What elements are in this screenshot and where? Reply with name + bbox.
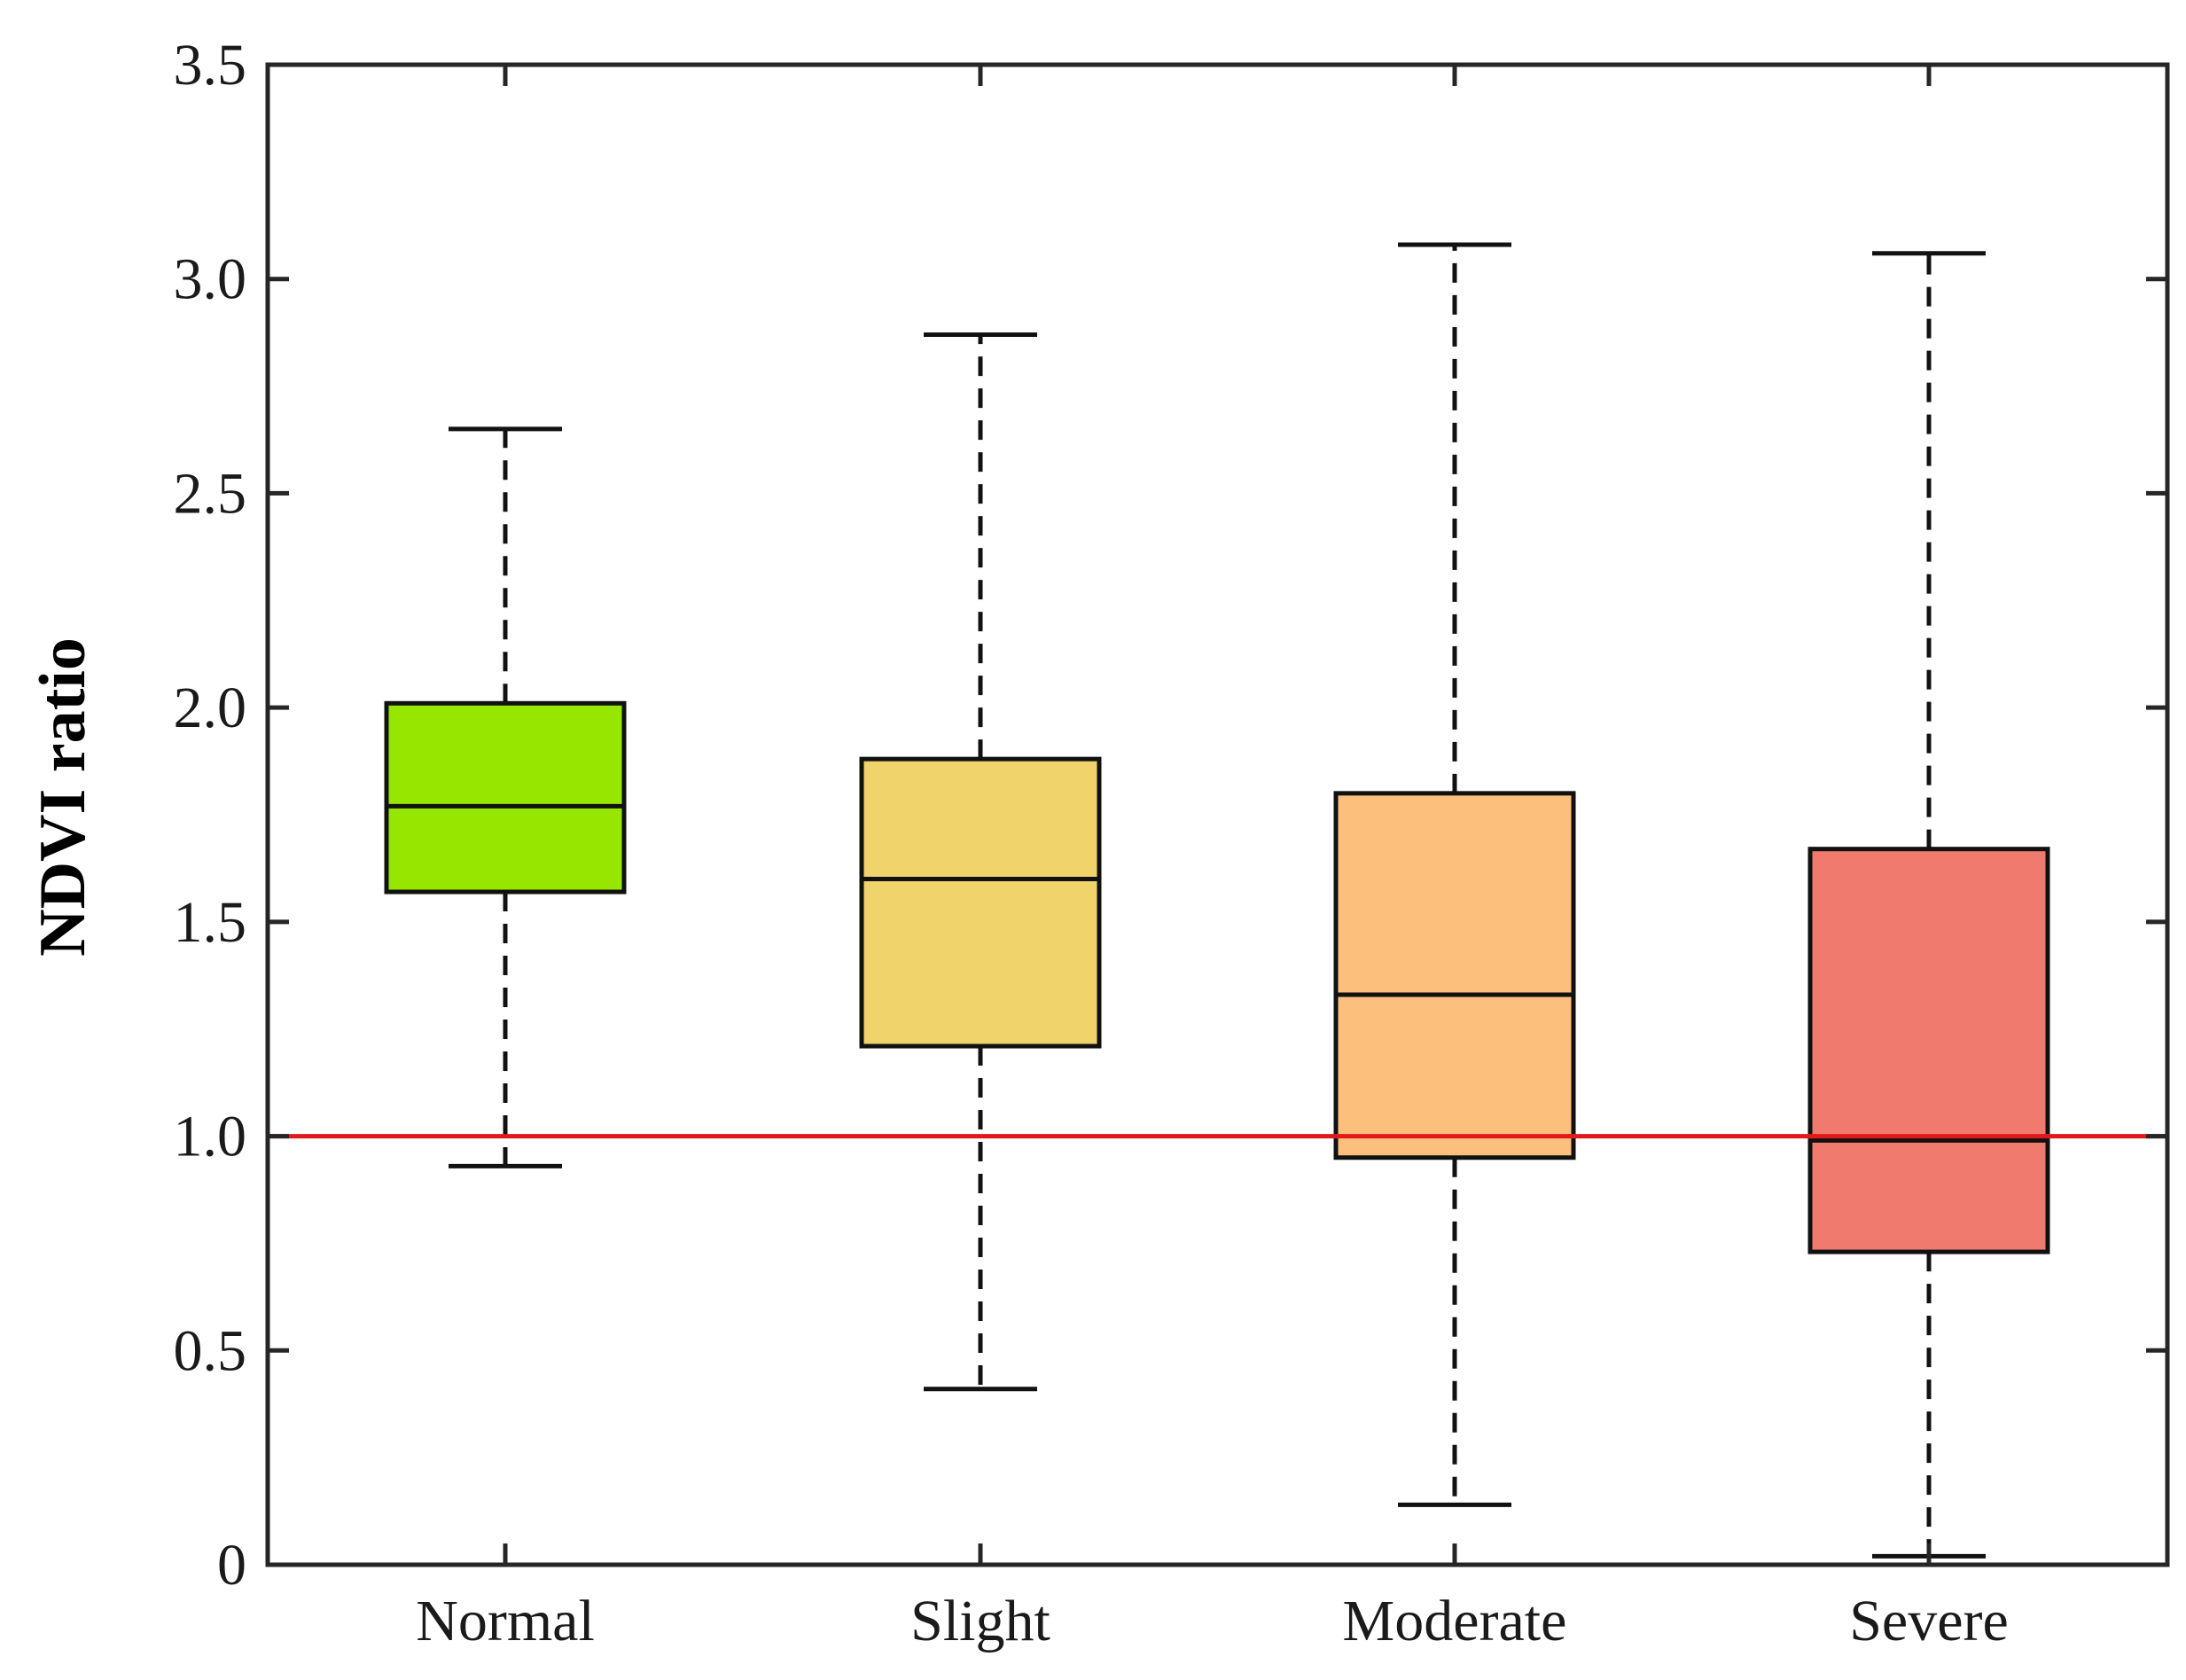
x-tick-label: Slight — [910, 1589, 1050, 1653]
plot-area — [268, 242, 2167, 1559]
y-tick-label: 3.5 — [174, 33, 247, 98]
box-normal — [384, 426, 627, 1168]
y-tick-label: 0 — [217, 1533, 246, 1598]
x-tick-label: Normal — [416, 1589, 595, 1653]
iqr-box — [1807, 847, 2050, 1254]
box-moderate — [1333, 242, 1576, 1507]
axis-ticks: 0 0.5 1.0 1.5 2.0 2.5 3.0 3.5 Normal Slight Modera… — [174, 33, 2167, 1653]
box-slight — [859, 332, 1102, 1392]
y-tick-label: 2.0 — [174, 676, 247, 740]
x-tick-label: Severe — [1849, 1589, 2009, 1653]
iqr-box — [859, 756, 1102, 1049]
y-tick-label: 1.5 — [174, 890, 247, 955]
y-tick-label: 1.0 — [174, 1105, 247, 1169]
y-axis-label: NDVI ratio — [27, 637, 99, 957]
iqr-box — [384, 700, 627, 895]
y-tick-label: 3.0 — [174, 247, 247, 312]
iqr-box — [1333, 791, 1576, 1160]
y-tick-label: 0.5 — [174, 1318, 247, 1383]
box-severe — [1807, 251, 2050, 1559]
plot-frame — [265, 62, 2170, 1567]
y-tick-label: 2.5 — [174, 461, 247, 526]
x-tick-label: Moderate — [1343, 1589, 1567, 1653]
